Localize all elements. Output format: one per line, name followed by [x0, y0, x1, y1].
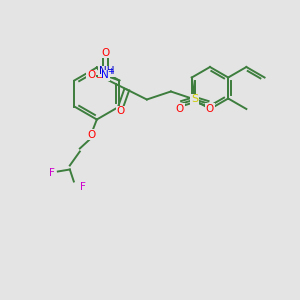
Text: O: O	[88, 130, 96, 140]
Text: F: F	[80, 182, 86, 193]
Text: O: O	[87, 70, 95, 80]
Text: O: O	[176, 103, 184, 113]
Text: S: S	[191, 94, 198, 104]
Text: O: O	[117, 106, 125, 116]
Text: O: O	[101, 47, 110, 58]
Text: −: −	[95, 74, 102, 82]
Text: O: O	[206, 103, 214, 113]
Text: +: +	[107, 67, 114, 76]
Text: F: F	[49, 169, 55, 178]
Text: N: N	[101, 70, 109, 80]
Text: NH: NH	[99, 67, 115, 76]
